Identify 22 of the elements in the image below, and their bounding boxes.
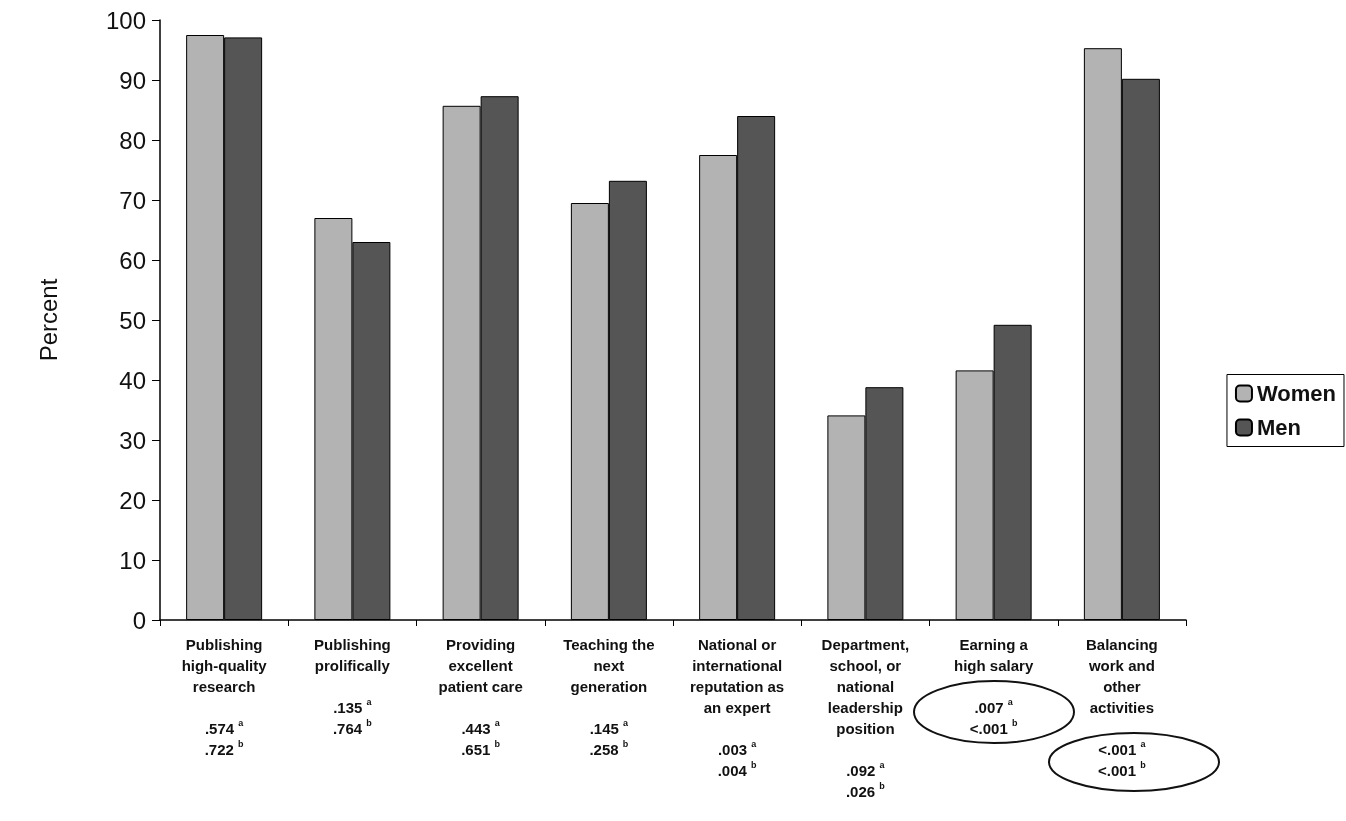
legend-label: Women <box>1256 381 1337 406</box>
y-tick-label: 60 <box>119 246 146 274</box>
category-label: Balancing work and other activities <.001 a <.001 b <box>1086 636 1158 779</box>
category-label: Earning a high salary .007 a <.001 b <box>954 636 1034 737</box>
y-tick-label: 100 <box>105 6 146 34</box>
y-tick-label: 10 <box>119 546 146 574</box>
category-label: Publishing high-quality research .574 a .722 b <box>181 636 267 758</box>
y-tick-label: 0 <box>132 606 146 634</box>
y-tick-label: 20 <box>119 486 146 514</box>
y-tick-label: 40 <box>119 366 146 394</box>
y-tick-label: 50 <box>119 306 146 334</box>
category-label: Providing excellent patient care .443 a .651 b <box>438 636 523 758</box>
category-label: National or international reputation as an expert .003 a .004 b <box>690 636 785 779</box>
y-tick-label: 70 <box>119 186 146 214</box>
y-axis-title: Percent <box>34 278 62 362</box>
legend-label: Men <box>1256 415 1301 440</box>
y-tick-label: 80 <box>119 126 146 154</box>
category-label: Publishing prolifically .135 a .764 b <box>314 636 391 737</box>
category-label: Department, school, or national leadership position .092 a .026 b <box>821 636 910 800</box>
y-tick-label: 90 <box>119 66 146 94</box>
y-tick-label: 30 <box>119 426 146 454</box>
category-label: Teaching the next generation .145 a .258 b <box>563 636 655 758</box>
